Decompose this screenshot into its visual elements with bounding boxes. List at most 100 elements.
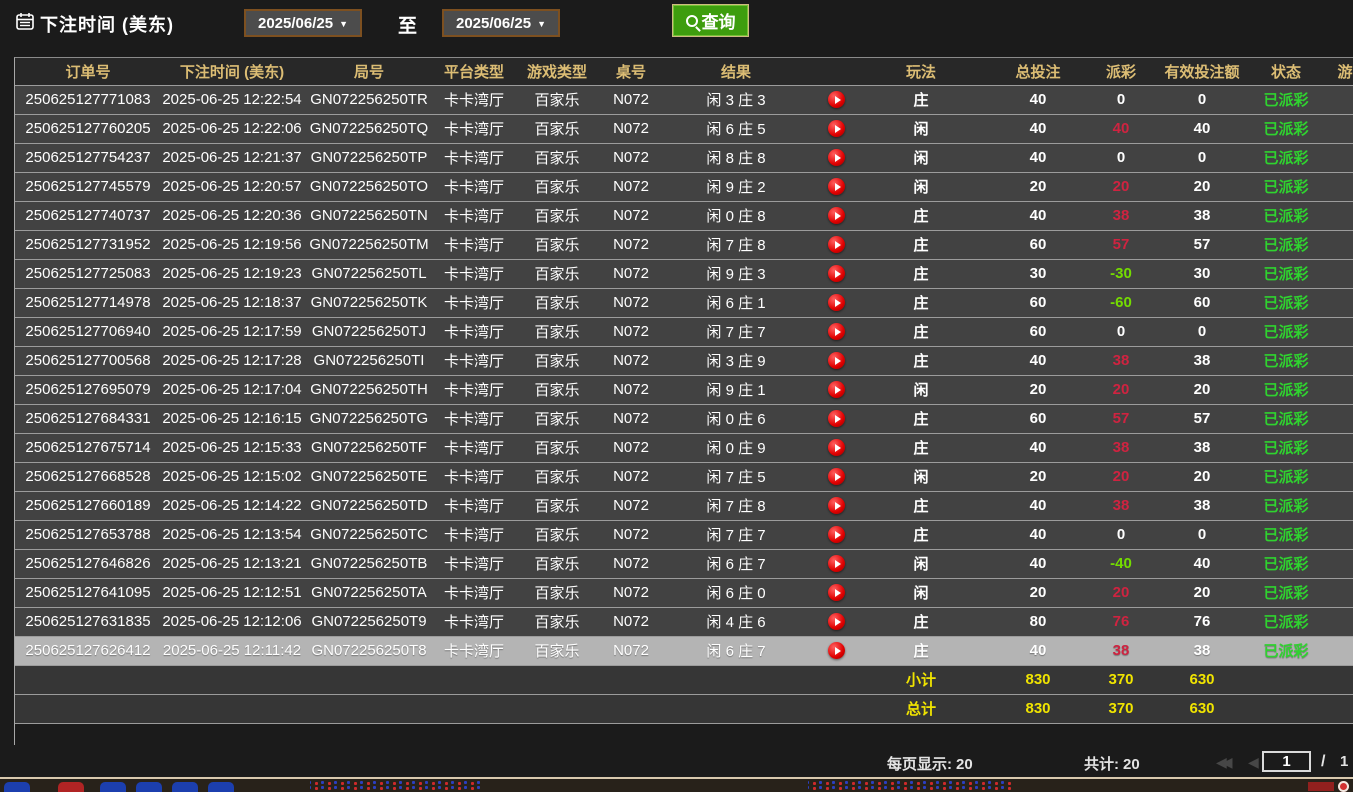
order-no: 250625127700568 xyxy=(15,346,161,376)
total-bet: 40 xyxy=(981,201,1095,231)
query-button[interactable]: 查询 xyxy=(672,4,749,37)
table-row[interactable]: 250625127725083 2025-06-25 12:19:23 GN0722… xyxy=(15,259,1353,289)
replay-button[interactable] xyxy=(827,613,845,631)
game-type: 百家乐 xyxy=(513,288,601,318)
result: 闲 0 庄 6 xyxy=(661,404,811,434)
grand-total-total-bet: 830 xyxy=(981,694,1095,724)
table-row[interactable]: 250625127731952 2025-06-25 12:19:56 GN0722… xyxy=(15,230,1353,260)
per-page-label: 每页显示: xyxy=(887,756,952,773)
replay-button[interactable] xyxy=(827,584,845,602)
chevron-down-icon: ▼ xyxy=(339,19,348,29)
result: 闲 7 庄 7 xyxy=(661,520,811,550)
bet-time: 2025-06-25 12:20:57 xyxy=(161,172,303,202)
replay-button[interactable] xyxy=(827,323,845,341)
platform-type: 卡卡湾厅 xyxy=(435,578,513,608)
payout: 76 xyxy=(1095,607,1147,637)
total-count-label: 共计: xyxy=(1084,756,1119,773)
table-row[interactable]: 250625127706940 2025-06-25 12:17:59 GN0722… xyxy=(15,317,1353,347)
game-type: 百家乐 xyxy=(513,230,601,260)
bet-time: 2025-06-25 12:19:56 xyxy=(161,230,303,260)
column-header: 下注时间 (美东) xyxy=(161,58,303,86)
table-row[interactable]: 250625127700568 2025-06-25 12:17:28 GN0722… xyxy=(15,346,1353,376)
replay-button[interactable] xyxy=(827,236,845,254)
replay-button[interactable] xyxy=(827,410,845,428)
table-row[interactable]: 250625127740737 2025-06-25 12:20:36 GN0722… xyxy=(15,201,1353,231)
table-row[interactable]: 250625127771083 2025-06-25 12:22:54 GN0722… xyxy=(15,85,1353,115)
result: 闲 3 庄 9 xyxy=(661,346,811,376)
column-header: 玩法 xyxy=(861,58,981,86)
subtotal-row: 小计 830 370 630 xyxy=(15,665,1353,695)
page-input[interactable] xyxy=(1262,751,1311,772)
replay-button[interactable] xyxy=(827,120,845,138)
order-no: 250625127646826 xyxy=(15,549,161,579)
status: 已派彩 xyxy=(1257,520,1315,550)
platform-type: 卡卡湾厅 xyxy=(435,201,513,231)
table-row[interactable]: 250625127714978 2025-06-25 12:18:37 GN0722… xyxy=(15,288,1353,318)
date-to-value: 2025/06/25 xyxy=(456,14,532,32)
replay-button[interactable] xyxy=(827,642,845,660)
replay-button[interactable] xyxy=(827,555,845,573)
replay-button[interactable] xyxy=(827,91,845,109)
table-row[interactable]: 250625127695079 2025-06-25 12:17:04 GN0722… xyxy=(15,375,1353,405)
replay-cell xyxy=(811,636,861,666)
table-no: N072 xyxy=(601,114,661,144)
table-row[interactable]: 250625127684331 2025-06-25 12:16:15 GN0722… xyxy=(15,404,1353,434)
play-type: 庄 xyxy=(861,636,981,666)
table-row[interactable]: 250625127626412 2025-06-25 12:11:42 GN0722… xyxy=(15,636,1353,666)
result: 闲 3 庄 3 xyxy=(661,85,811,115)
table-row[interactable]: 250625127653788 2025-06-25 12:13:54 GN0722… xyxy=(15,520,1353,550)
replay-button[interactable] xyxy=(827,207,845,225)
total-bet: 40 xyxy=(981,636,1095,666)
result: 闲 6 庄 7 xyxy=(661,549,811,579)
game-extra xyxy=(1315,491,1353,521)
table-row[interactable]: 250625127631835 2025-06-25 12:12:06 GN0722… xyxy=(15,607,1353,637)
table-no: N072 xyxy=(601,85,661,115)
replay-button[interactable] xyxy=(827,468,845,486)
platform-type: 卡卡湾厅 xyxy=(435,288,513,318)
table-row[interactable]: 250625127668528 2025-06-25 12:15:02 GN0722… xyxy=(15,462,1353,492)
table-row[interactable]: 250625127660189 2025-06-25 12:14:22 GN0722… xyxy=(15,491,1353,521)
round-no: GN072256250TI xyxy=(303,346,435,376)
order-no: 250625127675714 xyxy=(15,433,161,463)
table-row[interactable]: 250625127675714 2025-06-25 12:15:33 GN0722… xyxy=(15,433,1353,463)
platform-type: 卡卡湾厅 xyxy=(435,636,513,666)
prev-page-icon[interactable]: ◀ xyxy=(1248,754,1259,770)
game-type: 百家乐 xyxy=(513,520,601,550)
subtotal-status xyxy=(1257,665,1315,695)
order-no: 250625127745579 xyxy=(15,172,161,202)
valid-bet: 0 xyxy=(1147,85,1257,115)
game-type: 百家乐 xyxy=(513,433,601,463)
result: 闲 0 庄 9 xyxy=(661,433,811,463)
valid-bet: 76 xyxy=(1147,607,1257,637)
table-row[interactable]: 250625127641095 2025-06-25 12:12:51 GN0722… xyxy=(15,578,1353,608)
replay-button[interactable] xyxy=(827,149,845,167)
order-no: 250625127754237 xyxy=(15,143,161,173)
subtotal-extra xyxy=(1315,665,1353,695)
play-type: 庄 xyxy=(861,404,981,434)
replay-button[interactable] xyxy=(827,265,845,283)
table-row[interactable]: 250625127745579 2025-06-25 12:20:57 GN0722… xyxy=(15,172,1353,202)
replay-button[interactable] xyxy=(827,352,845,370)
table-no: N072 xyxy=(601,346,661,376)
replay-button[interactable] xyxy=(827,497,845,515)
game-extra xyxy=(1315,578,1353,608)
replay-cell xyxy=(811,404,861,434)
replay-button[interactable] xyxy=(827,294,845,312)
table-no: N072 xyxy=(601,636,661,666)
round-no: GN072256250TM xyxy=(303,230,435,260)
replay-button[interactable] xyxy=(827,178,845,196)
grand-total-label: 总计 xyxy=(861,694,981,724)
first-page-icon[interactable]: ◀◀ xyxy=(1216,754,1232,770)
total-pages: 1 xyxy=(1340,753,1349,770)
replay-button[interactable] xyxy=(827,381,845,399)
game-extra xyxy=(1315,404,1353,434)
date-from-value: 2025/06/25 xyxy=(258,14,334,32)
date-from-select[interactable]: 2025/06/25 ▼ xyxy=(244,9,362,37)
replay-button[interactable] xyxy=(827,439,845,457)
game-extra xyxy=(1315,288,1353,318)
date-to-select[interactable]: 2025/06/25 ▼ xyxy=(442,9,560,37)
replay-button[interactable] xyxy=(827,526,845,544)
table-row[interactable]: 250625127646826 2025-06-25 12:13:21 GN0722… xyxy=(15,549,1353,579)
table-row[interactable]: 250625127754237 2025-06-25 12:21:37 GN0722… xyxy=(15,143,1353,173)
table-row[interactable]: 250625127760205 2025-06-25 12:22:06 GN0722… xyxy=(15,114,1353,144)
